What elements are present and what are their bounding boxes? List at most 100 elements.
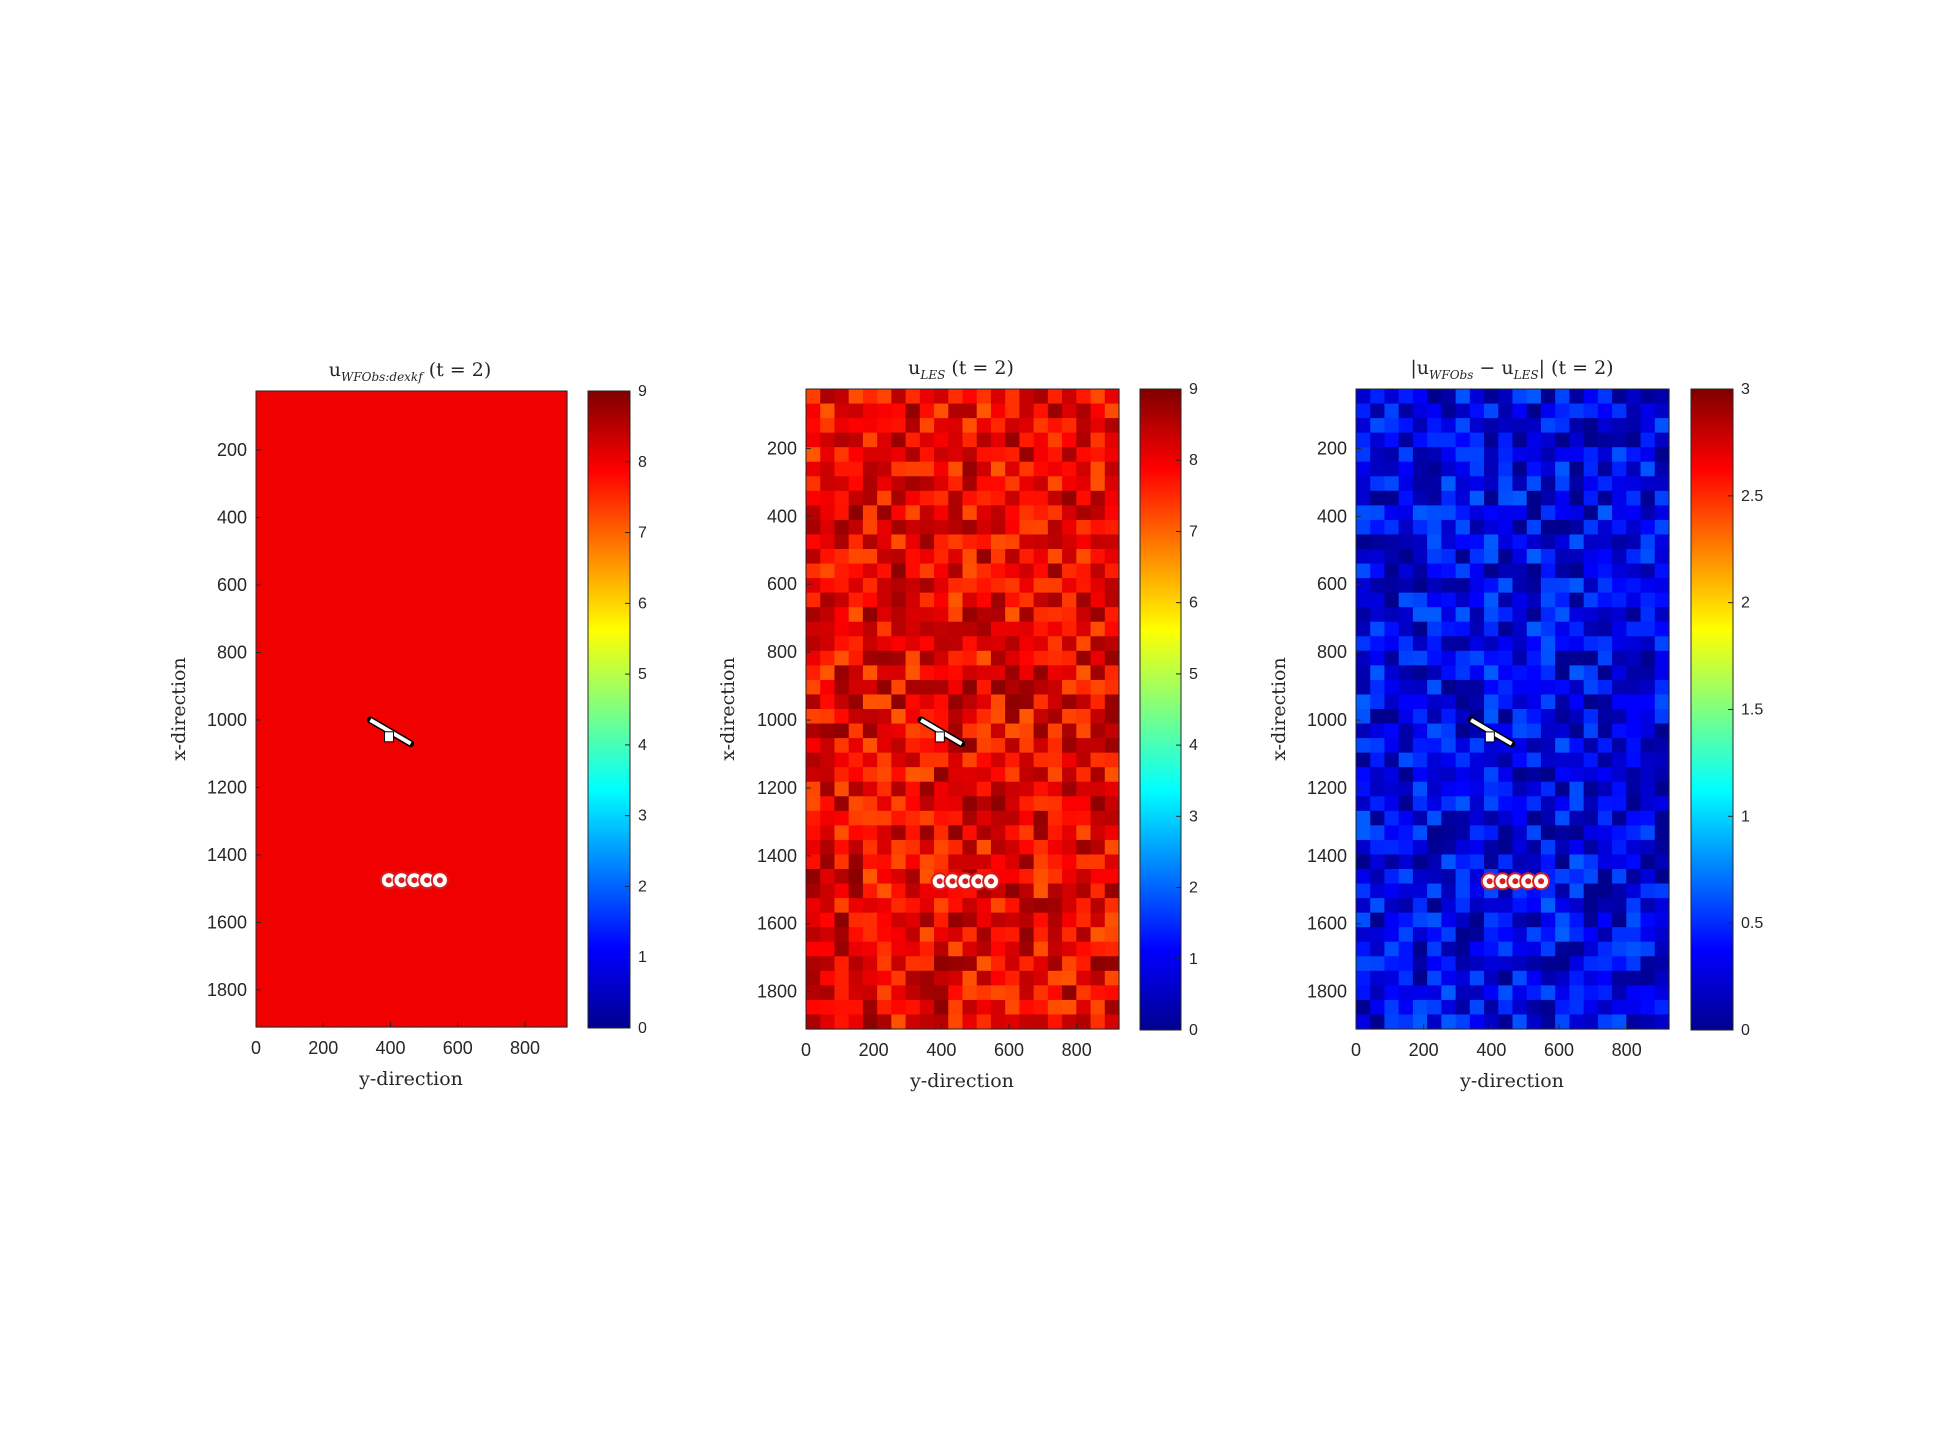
panel-3-colorbar-ticks: 00.511.522.53 (1728, 381, 1763, 1039)
heatmap-cell (397, 998, 413, 1014)
heatmap-cell (820, 723, 836, 739)
heatmap-cell (990, 723, 1006, 739)
heatmap-cell (1583, 607, 1599, 623)
heatmap-cell (1640, 505, 1656, 521)
heatmap-cell (848, 563, 864, 579)
heatmap-cell (891, 519, 907, 536)
heatmap-cell (1512, 621, 1528, 637)
heatmap-cell (976, 519, 992, 536)
heatmap-cell (948, 999, 964, 1016)
heatmap-cell (1612, 985, 1627, 1001)
heatmap-cell (1019, 636, 1035, 652)
heatmap-cell (496, 795, 512, 811)
heatmap-cell (312, 550, 328, 566)
heatmap-cell (496, 665, 512, 681)
heatmap-cell (468, 709, 483, 725)
heatmap-cell (1626, 854, 1642, 870)
heatmap-cell (354, 593, 370, 609)
heatmap-cell (1412, 869, 1428, 885)
heatmap-cell (383, 896, 398, 912)
heatmap-cell (1370, 898, 1386, 914)
heatmap-cell (524, 709, 540, 725)
heatmap-cell (270, 868, 285, 884)
heatmap-cell (962, 476, 978, 492)
heatmap-cell (524, 593, 540, 609)
heatmap-cell (298, 896, 314, 912)
heatmap-cell (369, 593, 384, 609)
heatmap-cell (934, 447, 949, 463)
heatmap-cell (1569, 621, 1585, 637)
heatmap-cell (1033, 898, 1049, 914)
heatmap-cell (905, 970, 921, 986)
heatmap-cell (1654, 476, 1670, 492)
heatmap-cell (298, 477, 314, 493)
heatmap-cell (948, 665, 964, 681)
heatmap-cell (1626, 985, 1642, 1001)
heatmap-cell (369, 1012, 384, 1028)
heatmap-cell (340, 810, 356, 826)
heatmap-cell (1540, 999, 1556, 1016)
heatmap-cell (256, 680, 271, 696)
heatmap-cell (312, 896, 328, 912)
heatmap-cell (383, 622, 398, 638)
heatmap-cell (1398, 723, 1414, 739)
heatmap-cell (1654, 1014, 1670, 1030)
heatmap-cell (1512, 578, 1528, 594)
heatmap-cell (1498, 941, 1514, 957)
heatmap-cell (891, 694, 907, 710)
heatmap-cell (1640, 999, 1656, 1016)
heatmap-cell (383, 535, 398, 551)
heatmap-cell (1498, 752, 1514, 768)
heatmap-cell (538, 882, 554, 898)
heatmap-cell (862, 694, 878, 710)
heatmap-cell (990, 810, 1006, 826)
heatmap-cell (1569, 432, 1585, 448)
heatmap-cell (1654, 607, 1670, 623)
heatmap-cell (1455, 505, 1471, 521)
heatmap-cell (1005, 912, 1021, 928)
panel-1-colorbar (587, 390, 631, 1029)
heatmap-cell (1427, 563, 1442, 579)
heatmap-cell (1033, 723, 1049, 739)
heatmap-cell (1019, 490, 1035, 506)
heatmap-cell (1412, 796, 1428, 812)
heatmap-cell (468, 535, 483, 551)
heatmap-cell (834, 927, 850, 943)
heatmap-cell (1047, 752, 1063, 768)
heatmap-cell (1654, 636, 1670, 652)
heatmap-cell (397, 694, 413, 710)
heatmap-cell (1033, 985, 1049, 1001)
heatmap-cell (1384, 476, 1400, 492)
heatmap-cell (862, 461, 878, 477)
heatmap-cell (1370, 956, 1386, 972)
heatmap-cell (1412, 694, 1428, 710)
heatmap-cell (877, 621, 892, 637)
heatmap-cell (1526, 461, 1542, 477)
heatmap-cell (1005, 519, 1021, 536)
heatmap-cell (862, 723, 878, 739)
heatmap-cell (383, 1012, 398, 1028)
heatmap-cell (905, 694, 921, 710)
panel-2-ylabel: x-direction (717, 657, 739, 760)
heatmap-cell (1356, 723, 1371, 739)
heatmap-cell (1356, 999, 1371, 1016)
heatmap-cell (1597, 970, 1613, 986)
heatmap-cell (1019, 403, 1035, 419)
heatmap-cell (1047, 592, 1063, 608)
heatmap-cell (1654, 796, 1670, 812)
heatmap-cell (820, 839, 836, 856)
heatmap-cell (1540, 607, 1556, 623)
heatmap-cell (383, 405, 398, 421)
heatmap-cell (340, 781, 356, 797)
heatmap-cell (1076, 432, 1092, 448)
heatmap-cell (948, 985, 964, 1001)
heatmap-cell (510, 766, 526, 782)
heatmap-cell (482, 622, 497, 638)
heatmap-cell (919, 738, 935, 754)
heatmap-cell (806, 432, 821, 448)
heatmap-cell (1526, 505, 1542, 521)
heatmap-cell (284, 578, 300, 594)
heatmap-cell (1654, 534, 1670, 550)
heatmap-cell (1569, 505, 1585, 521)
heatmap-cell (1427, 767, 1442, 783)
